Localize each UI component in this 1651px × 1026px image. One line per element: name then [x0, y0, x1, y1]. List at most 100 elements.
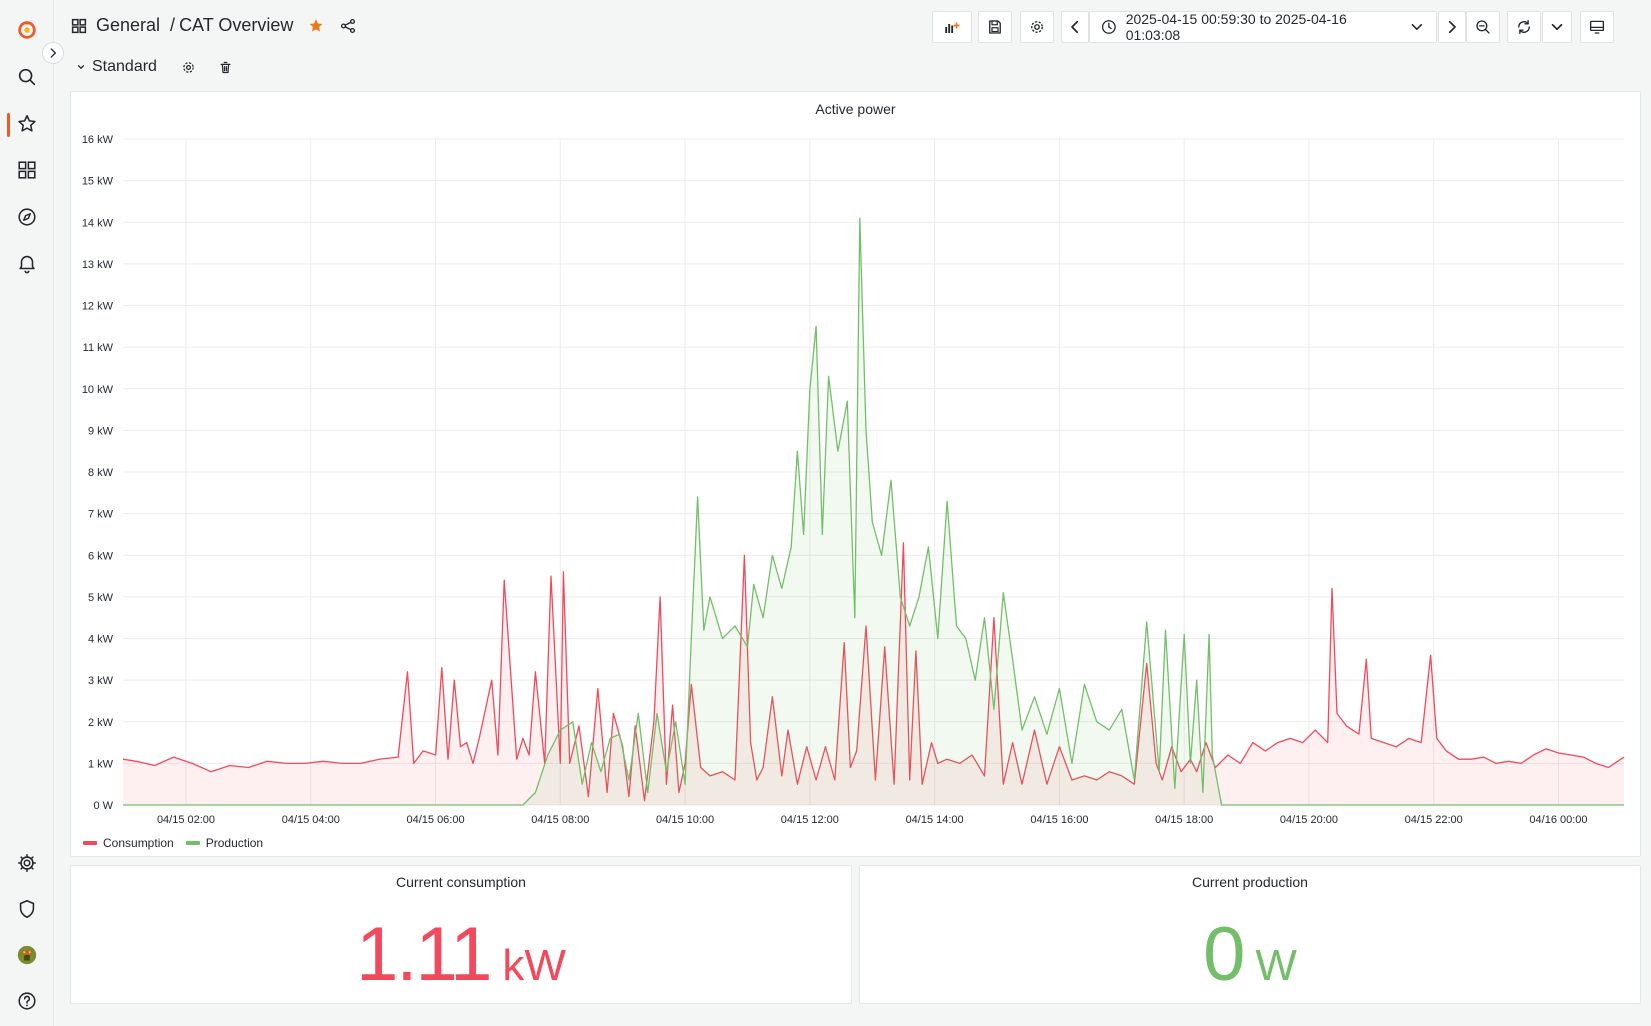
configuration-icon[interactable]: [0, 843, 54, 883]
time-shift-forward-button[interactable]: [1438, 11, 1466, 43]
starred-icon[interactable]: [0, 104, 54, 144]
breadcrumb: General / CAT Overview: [70, 15, 357, 36]
y-tick-label: 7 kW: [88, 509, 114, 521]
grafana-logo-icon[interactable]: [0, 10, 54, 50]
server-admin-icon[interactable]: [0, 889, 54, 929]
chevron-left-icon: [1071, 20, 1079, 34]
dashboards-grid-icon: [71, 18, 87, 33]
y-tick-label: 9 kW: [88, 425, 114, 437]
x-tick-label: 04/16 00:00: [1529, 814, 1587, 826]
y-tick-label: 5 kW: [88, 592, 114, 604]
refresh-button[interactable]: [1507, 11, 1541, 43]
legend-item-consumption[interactable]: Consumption: [83, 836, 174, 850]
x-tick-label: 04/15 22:00: [1405, 814, 1463, 826]
y-tick-label: 11 kW: [83, 342, 114, 354]
x-tick-label: 04/15 08:00: [531, 814, 589, 826]
chevron-down-icon[interactable]: [76, 62, 86, 72]
stat-unit-production: W: [1255, 941, 1297, 990]
expand-sidebar-button[interactable]: [42, 42, 64, 64]
sidebar: [0, 0, 54, 1026]
clock-icon: [1101, 20, 1116, 34]
explore-icon[interactable]: [0, 197, 54, 237]
row-settings-icon[interactable]: [181, 60, 196, 75]
chevron-right-icon: [50, 48, 56, 58]
top-navbar: General / CAT Overview 2025-04-15 00:59:…: [54, 0, 1651, 54]
dashboard-row-header[interactable]: Standard: [76, 58, 233, 76]
x-tick-label: 04/15 18:00: [1155, 814, 1213, 826]
y-tick-label: 14 kW: [82, 217, 114, 229]
time-range-label: 2025-04-15 00:59:30 to 2025-04-16 01:03:…: [1125, 11, 1347, 43]
save-icon: [989, 20, 1001, 34]
x-tick-label: 04/15 12:00: [781, 814, 839, 826]
stat-unit-consumption: kW: [502, 941, 566, 990]
series-line-consumption: [122, 542, 1625, 802]
timeseries-chart[interactable]: 0 W 1 kW 2 kW 3 kW 4 kW 5 kW 6 kW 7 kW 8 kW 9 kW 1…: [71, 92, 1640, 832]
y-tick-label: 10 kW: [82, 384, 114, 396]
x-tick-label: 04/15 16:00: [1030, 814, 1088, 826]
y-tick-label: 0 W: [93, 800, 113, 812]
star-icon[interactable]: [307, 17, 325, 35]
series-area-production: [123, 218, 1624, 806]
chevron-down-icon: [1551, 23, 1563, 31]
legend-label-consumption: Consumption: [103, 836, 174, 850]
x-tick-label: 04/15 20:00: [1280, 814, 1338, 826]
time-shift-back-button[interactable]: [1061, 11, 1089, 43]
breadcrumb-separator: /: [170, 15, 176, 35]
y-tick-label: 13 kW: [82, 259, 114, 271]
legend-label-production: Production: [205, 836, 264, 850]
panel-title: Active power: [815, 101, 896, 117]
monitor-icon: [1589, 20, 1605, 34]
y-tick-label: 6 kW: [88, 550, 114, 562]
stat-value-production: 0: [1203, 912, 1245, 997]
series-line-production: [123, 217, 1624, 806]
active-power-panel[interactable]: Active power 0 W 1 kW 2 kW 3 kW 4 kW 5 kW 6 kW…: [70, 91, 1641, 857]
user-avatar[interactable]: [0, 935, 54, 975]
refresh-icon: [1518, 19, 1530, 35]
dashboard-settings-button[interactable]: [1020, 11, 1054, 43]
y-tick-label: 8 kW: [88, 467, 114, 479]
dashboards-icon[interactable]: [0, 150, 54, 190]
help-icon[interactable]: [0, 981, 54, 1021]
stat-consumption: 1.11 kW: [71, 911, 851, 998]
search-icon[interactable]: [0, 57, 54, 97]
y-tick-label: 12 kW: [82, 301, 114, 313]
x-tick-label: 04/15 02:00: [157, 814, 215, 826]
y-tick-label: 15 kW: [82, 176, 114, 188]
legend-item-production[interactable]: Production: [185, 836, 264, 850]
gear-icon: [1031, 21, 1043, 33]
y-tick-label: 4 kW: [88, 634, 114, 646]
chevron-right-icon: [1448, 20, 1456, 34]
y-tick-label: 1 kW: [88, 758, 114, 770]
breadcrumb-folder[interactable]: General: [96, 15, 161, 35]
y-tick-label: 16 kW: [82, 134, 114, 146]
stat-title-production: Current production: [1192, 874, 1308, 890]
active-indicator: [7, 113, 10, 137]
x-tick-label: 04/15 10:00: [656, 814, 714, 826]
chart-legend: Consumption Production: [83, 836, 263, 850]
zoom-out-button[interactable]: [1466, 11, 1500, 43]
zoom-out-icon: [1476, 20, 1490, 34]
stat-value-consumption: 1.11: [356, 912, 492, 997]
dashboard-title[interactable]: CAT Overview: [179, 15, 294, 35]
time-range-picker[interactable]: 2025-04-15 00:59:30 to 2025-04-16 01:03:…: [1089, 11, 1437, 43]
save-dashboard-button[interactable]: [978, 11, 1012, 43]
y-tick-label: 2 kW: [88, 717, 114, 729]
y-tick-label: 3 kW: [88, 675, 114, 687]
tv-mode-button[interactable]: [1580, 11, 1614, 43]
chevron-down-icon: [1411, 23, 1423, 31]
add-panel-button[interactable]: [932, 11, 972, 43]
add-panel-icon: [945, 22, 960, 33]
trash-icon[interactable]: [218, 60, 233, 75]
row-title[interactable]: Standard: [92, 58, 157, 75]
alerting-icon[interactable]: [0, 243, 54, 283]
legend-swatch-production: [185, 841, 200, 845]
x-tick-label: 04/15 14:00: [906, 814, 964, 826]
x-tick-label: 04/15 06:00: [406, 814, 464, 826]
share-icon[interactable]: [339, 17, 357, 35]
refresh-interval-dropdown[interactable]: [1542, 11, 1572, 43]
legend-swatch-consumption: [83, 841, 97, 845]
current-consumption-panel[interactable]: Current consumption 1.11 kW: [70, 865, 852, 1004]
stat-title-consumption: Current consumption: [396, 874, 526, 890]
